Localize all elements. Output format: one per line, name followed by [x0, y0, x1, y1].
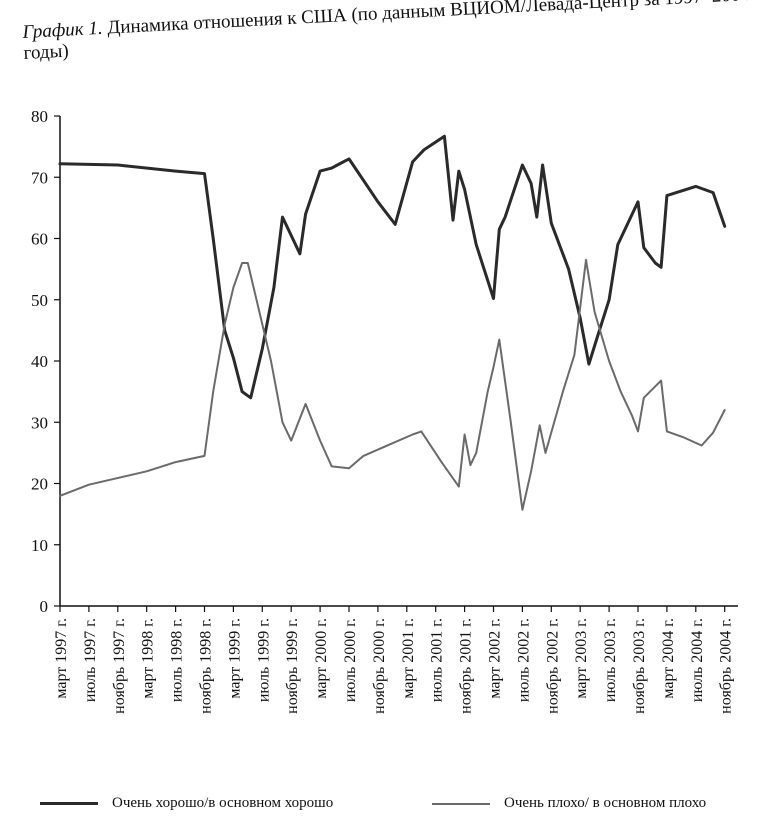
- x-tick-label: ноябрь 2003 г.: [631, 618, 648, 714]
- x-tick-label: июль 2001 г.: [429, 618, 446, 702]
- x-tick-label: июль 2002 г.: [515, 618, 532, 702]
- x-tick-label: ноябрь 2000 г.: [371, 618, 388, 714]
- x-axis-ticks: март 1997 г. июль 1997 г. ноябрь 1997 г. ма…: [53, 606, 735, 714]
- legend-entry-good: Очень хорошо/в основном хорошо: [40, 795, 333, 812]
- x-tick-label: ноябрь 2002 г.: [544, 618, 561, 714]
- legend-label-bad: Очень плохо/ в основном плохо: [504, 795, 707, 811]
- x-tick-label: март 1998 г.: [140, 618, 157, 699]
- x-tick-label: март 2000 г.: [313, 618, 330, 699]
- x-tick-label: июль 1998 г.: [169, 618, 186, 702]
- x-tick-label: март 1999 г.: [226, 618, 243, 699]
- y-axis-ticks: 0 10 20 30 40 50 60 70 80: [31, 107, 60, 616]
- x-tick-label: июль 1997 г.: [82, 618, 99, 702]
- x-tick-label: март 2001 г.: [400, 618, 417, 699]
- chart-axes: [59, 116, 738, 607]
- x-tick-label: ноябрь 1997 г.: [111, 618, 128, 714]
- y-tick-label: 50: [31, 291, 48, 310]
- x-tick-label: ноябрь 2004 г.: [718, 618, 735, 714]
- y-tick-label: 60: [31, 230, 48, 249]
- legend-swatch-good: [40, 802, 98, 805]
- legend-label-good: Очень хорошо/в основном хорошо: [112, 795, 334, 811]
- y-tick-label: 0: [40, 597, 49, 616]
- x-tick-label: июль 1999 г.: [255, 618, 272, 702]
- x-tick-label: ноябрь 1999 г.: [284, 618, 301, 714]
- y-tick-label: 30: [31, 413, 48, 432]
- x-tick-label: ноябрь 2001 г.: [458, 618, 475, 714]
- x-tick-label: март 2003 г.: [573, 618, 590, 699]
- x-tick-label: июль 2003 г.: [602, 618, 619, 702]
- series-line-good: [58, 134, 727, 400]
- series-line-bad: [59, 258, 726, 511]
- y-tick-label: 10: [31, 536, 48, 555]
- y-tick-label: 40: [31, 352, 48, 371]
- x-tick-label: июль 2000 г.: [342, 618, 359, 702]
- legend-entry-bad: Очень плохо/ в основном плохо: [432, 795, 706, 812]
- y-tick-label: 80: [31, 107, 48, 126]
- y-tick-label: 20: [31, 475, 48, 494]
- x-tick-label: март 1997 г.: [53, 618, 70, 699]
- x-tick-label: июль 2004 г.: [689, 618, 706, 702]
- x-tick-label: март 2004 г.: [660, 618, 677, 699]
- y-tick-label: 70: [31, 168, 48, 187]
- legend-swatch-bad: [432, 802, 490, 805]
- x-tick-label: март 2002 г.: [487, 618, 504, 699]
- series-layer: [58, 134, 727, 511]
- x-tick-label: ноябрь 1998 г.: [198, 618, 215, 714]
